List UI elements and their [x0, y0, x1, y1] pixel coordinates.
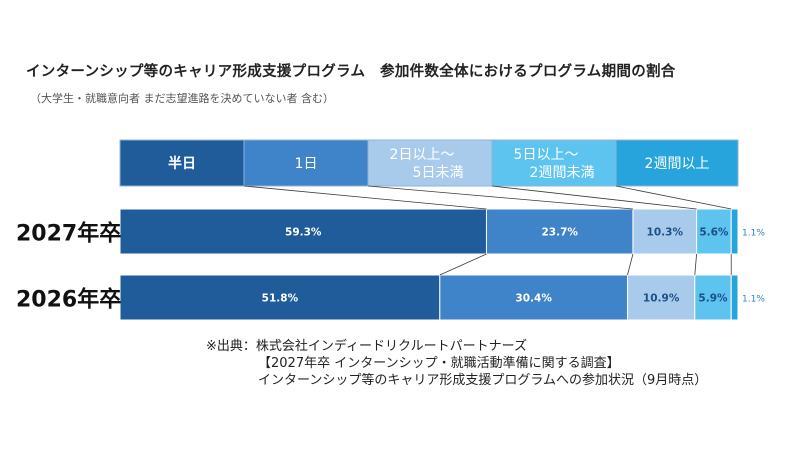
chart-title: インターンシップ等のキャリア形成支援プログラム 参加件数全体におけるプログラム期… [26, 64, 676, 80]
legend-label: 5日未満 [413, 165, 464, 181]
bar-segment [730, 274, 739, 321]
connector-line [627, 253, 634, 276]
data-label: 1.1% [742, 229, 765, 239]
legend-label: 2日以上～ [390, 147, 455, 163]
category-label: 2026年卒 [16, 287, 121, 313]
legend-label: 2週間未満 [530, 165, 595, 181]
legend-label: 1日 [295, 156, 318, 172]
data-label: 23.7% [541, 227, 578, 239]
legend-swatch [243, 139, 369, 187]
source-note: ※出典：株式会社インディードリクルートパートナーズ 【2027年卒 インターンシ… [206, 338, 786, 389]
bar-segment [694, 274, 732, 321]
data-label: 30.4% [515, 293, 552, 305]
legend-label: 5日以上～ [514, 147, 579, 163]
legend-swatch [615, 139, 739, 187]
chart-subtitle: （大学生・就職意向者 まだ志望進路を決めていない者 含む） [30, 92, 334, 105]
legend-label: 半日 [168, 155, 196, 172]
connector-line [439, 253, 487, 276]
legend-label: 2週間以上 [645, 156, 710, 172]
data-label: 51.8% [262, 293, 299, 305]
legend-swatch [491, 139, 617, 187]
data-label: 59.3% [285, 227, 322, 239]
connector-line [367, 185, 633, 210]
data-label: 10.9% [643, 293, 680, 305]
bar-segment [439, 274, 628, 321]
bar-segment [626, 274, 696, 321]
data-label: 5.9% [698, 293, 728, 305]
data-label: 1.1% [742, 295, 765, 305]
bar-segment [119, 208, 487, 255]
source-line-subject: インターンシップ等のキャリア形成支援プログラムへの参加状況（9月時点） [258, 373, 708, 388]
legend-swatch [119, 139, 245, 187]
connector-line [694, 253, 697, 276]
data-label: 5.6% [699, 227, 729, 239]
bar-segment [485, 208, 634, 255]
connector-line [243, 185, 487, 210]
connector-line [615, 185, 732, 210]
legend-swatch [367, 139, 493, 187]
connector-line [491, 185, 697, 210]
source-line-survey: 【2027年卒 インターンシップ・就職活動準備に関する調査】 [258, 356, 620, 371]
source-line-publisher: ※出典：株式会社インディードリクルートパートナーズ [206, 339, 527, 354]
bar-segment [119, 274, 441, 321]
bar-segment [730, 208, 739, 255]
data-label: 10.3% [647, 227, 684, 239]
category-label: 2027年卒 [16, 221, 121, 247]
